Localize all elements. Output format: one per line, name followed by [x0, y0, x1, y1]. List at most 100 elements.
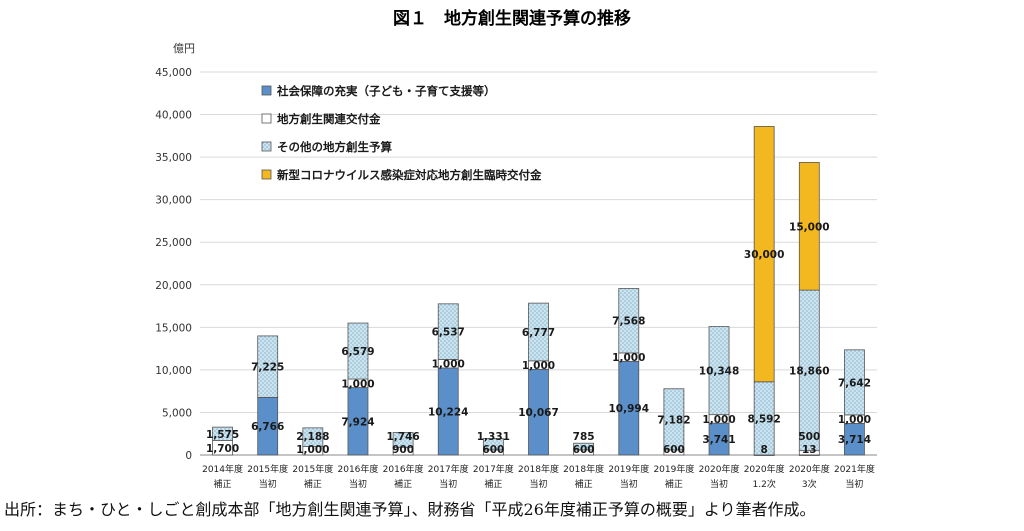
y-tick-label: 5,000 [162, 407, 192, 419]
x-category-type: 当初 [349, 478, 367, 490]
bar-segment-other [482, 438, 504, 451]
data-label-grant: 1,700 [206, 443, 239, 455]
data-label-grant: 1,000 [612, 352, 645, 364]
x-category-type: 当初 [620, 478, 638, 490]
bar-segment-other [392, 432, 414, 448]
data-label-social: 3,741 [702, 434, 735, 446]
y-tick-label: 10,000 [155, 365, 192, 377]
data-label-grant: 1,000 [838, 414, 871, 426]
y-tick-label: 0 [185, 450, 192, 462]
chart-title: 図１ 地方創生関連予算の推移 [393, 8, 631, 29]
y-tick-label: 15,000 [155, 322, 192, 334]
y-tick-label: 35,000 [155, 152, 192, 164]
data-label-other: 10,348 [699, 366, 740, 378]
bar-segment-other [302, 427, 324, 447]
bar-segment-other [437, 303, 459, 360]
x-category-year: 2020年度 [699, 463, 740, 475]
data-label-grant: 1,000 [432, 359, 465, 371]
data-label-other: 1,331 [477, 431, 510, 443]
legend-swatch-other [261, 141, 272, 152]
legend-label-grant: 地方創生関連交付金 [277, 112, 381, 126]
data-label-other: 7,225 [251, 362, 284, 374]
x-category-year: 2021年度 [834, 463, 875, 475]
x-category-year: 2014年度 [202, 463, 243, 475]
y-tick-label: 25,000 [155, 237, 192, 249]
legend-label-social: 社会保障の充実（子ども・子育て支援等） [276, 84, 496, 98]
x-category-type: 補正 [214, 478, 232, 490]
data-label-grant: 600 [482, 444, 504, 456]
x-category-type: 補正 [484, 478, 502, 490]
bar-segment-other [257, 335, 279, 398]
data-label-other: 6,777 [522, 327, 555, 339]
x-category-year: 2016年度 [338, 463, 379, 475]
data-label-social: 13 [802, 444, 817, 456]
data-label-other: 6,579 [341, 346, 374, 358]
data-label-other: 7,182 [657, 414, 690, 426]
data-label-social: 3,714 [838, 434, 871, 446]
y-tick-label: 30,000 [155, 195, 192, 207]
x-category-type: 当初 [710, 478, 728, 490]
legend-swatch-grant [261, 113, 272, 124]
data-label-social: 6,766 [251, 421, 284, 433]
legend-label-covid: 新型コロナウイルス感染症対応地方創生臨時交付金 [277, 168, 542, 182]
x-category-type: 1.2次 [753, 478, 776, 490]
x-category-year: 2015年度 [292, 463, 333, 475]
bar-segment-other [844, 349, 865, 416]
data-label-grant: 1,000 [522, 360, 555, 372]
y-tick-label: 45,000 [155, 67, 192, 79]
x-category-type: 補正 [394, 478, 412, 490]
data-label-social: 10,067 [518, 407, 559, 419]
bar-segment-other [347, 322, 369, 380]
x-category-year: 2019年度 [608, 463, 649, 475]
x-category-type: 当初 [259, 478, 277, 490]
data-label-other: 1,575 [206, 429, 239, 441]
x-category-type: 補正 [304, 478, 322, 490]
bar-segment-other [708, 326, 730, 416]
bar-segment-other [573, 442, 595, 451]
data-label-other: 8,592 [748, 413, 781, 425]
x-category-year: 2015年度 [247, 463, 288, 475]
x-category-year: 2020年度 [744, 463, 785, 475]
x-category-type: 当初 [845, 478, 863, 490]
y-tick-label: 40,000 [155, 110, 192, 122]
data-label-grant: 8 [761, 444, 768, 456]
bar-segment-covid [753, 126, 775, 383]
data-label-grant: 1,000 [341, 378, 374, 390]
y-tick-label: 20,000 [155, 280, 192, 292]
data-label-grant: 500 [798, 431, 820, 443]
data-label-other: 7,642 [838, 377, 871, 389]
bar-segment-covid [798, 162, 820, 291]
x-category-year: 2019年度 [653, 463, 694, 475]
data-label-social: 10,224 [428, 406, 469, 418]
legend-swatch-covid [261, 169, 272, 180]
x-category-type: 当初 [529, 478, 547, 490]
legend-label-other: その他の地方創生予算 [277, 140, 392, 154]
x-category-type: 補正 [575, 478, 593, 490]
data-label-other: 18,860 [789, 365, 830, 377]
data-label-covid: 30,000 [744, 249, 785, 261]
x-category-year: 2020年度 [789, 463, 830, 475]
x-category-type: 補正 [665, 478, 683, 490]
data-label-grant: 1,000 [296, 444, 329, 456]
x-category-type: 当初 [439, 478, 457, 490]
bar-segment-other [212, 426, 233, 441]
x-category-year: 2016年度 [383, 463, 424, 475]
data-label-other: 7,568 [612, 316, 645, 328]
data-label-other: 785 [573, 431, 595, 443]
bar-segment-other [528, 302, 549, 362]
data-label-grant: 600 [573, 444, 595, 456]
data-label-covid: 15,000 [789, 221, 830, 233]
legend-swatch-social [261, 85, 272, 96]
data-label-grant: 900 [392, 444, 414, 456]
x-category-year: 2017年度 [428, 463, 469, 475]
bar-segment-other [663, 388, 685, 451]
x-category-year: 2018年度 [518, 463, 559, 475]
x-category-year: 2018年度 [563, 463, 604, 475]
x-category-year: 2017年度 [473, 463, 514, 475]
data-label-grant: 1,000 [702, 414, 735, 426]
y-axis-unit: 億円 [173, 42, 195, 55]
source-note: 出所：まち・ひと・しごと創成本部「地方創生関連予算」、財務省「平成26年度補正予… [4, 500, 816, 519]
x-category-type: 3次 [802, 478, 817, 490]
data-label-other: 1,746 [386, 431, 419, 443]
